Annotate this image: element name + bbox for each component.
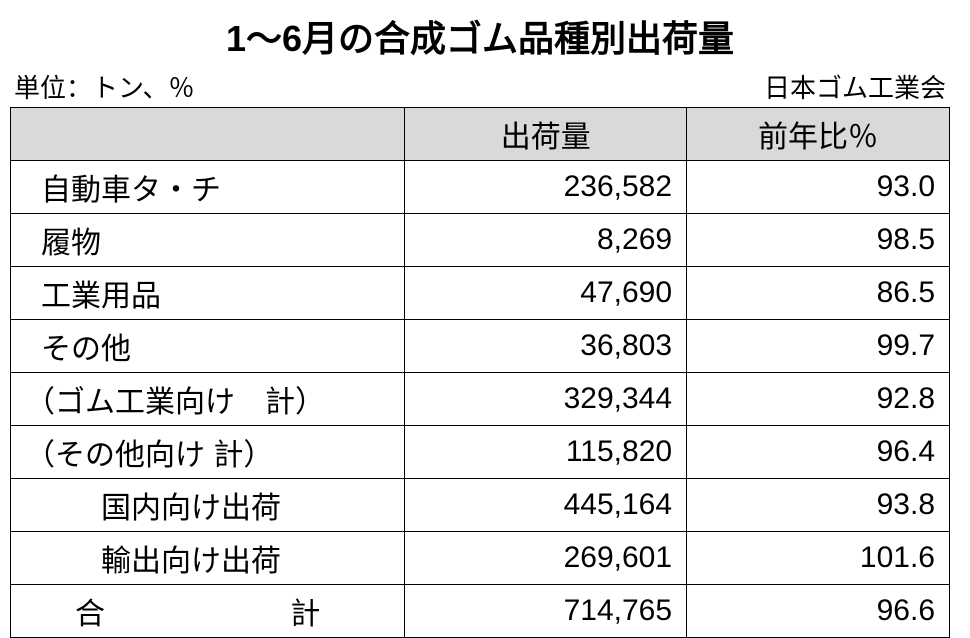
table-row: 国内向け出荷445,16493.8 <box>11 479 950 532</box>
col-header-yoy: 前年比％ <box>687 108 950 161</box>
row-yoy: 99.7 <box>687 320 950 373</box>
row-yoy: 96.4 <box>687 426 950 479</box>
row-yoy: 93.8 <box>687 479 950 532</box>
table-row: 履物8,26998.5 <box>11 214 950 267</box>
row-shipment: 236,582 <box>405 161 687 214</box>
row-label: 履物 <box>11 214 405 267</box>
shipment-table: 出荷量 前年比％ 自動車タ・チ236,58293.0履物8,26998.5工業用… <box>10 107 950 638</box>
page-title: 1～6月の合成ゴム品種別出荷量 <box>10 10 950 62</box>
col-header-blank <box>11 108 405 161</box>
row-label: （ゴム工業向け 計） <box>11 373 405 426</box>
row-shipment: 329,344 <box>405 373 687 426</box>
row-shipment: 8,269 <box>405 214 687 267</box>
row-label: 自動車タ・チ <box>11 161 405 214</box>
table-row: 輸出向け出荷269,601101.6 <box>11 532 950 585</box>
row-label: その他 <box>11 320 405 373</box>
row-label: （その他向け 計） <box>11 426 405 479</box>
col-header-shipment: 出荷量 <box>405 108 687 161</box>
total-label-b: 計 <box>290 589 320 633</box>
source-label: 日本ゴム工業会 <box>764 68 946 105</box>
row-shipment: 36,803 <box>405 320 687 373</box>
row-shipment: 47,690 <box>405 267 687 320</box>
row-yoy: 93.0 <box>687 161 950 214</box>
row-shipment: 115,820 <box>405 426 687 479</box>
row-yoy: 86.5 <box>687 267 950 320</box>
table-header-row: 出荷量 前年比％ <box>11 108 950 161</box>
row-yoy: 92.8 <box>687 373 950 426</box>
table-row: （ゴム工業向け 計）329,34492.8 <box>11 373 950 426</box>
meta-row: 単位：トン、％ 日本ゴム工業会 <box>10 68 950 105</box>
total-shipment: 714,765 <box>405 585 687 638</box>
row-label: 輸出向け出荷 <box>11 532 405 585</box>
table-row: 工業用品47,69086.5 <box>11 267 950 320</box>
total-label-a: 合 <box>75 589 105 633</box>
row-shipment: 269,601 <box>405 532 687 585</box>
row-yoy: 98.5 <box>687 214 950 267</box>
row-label: 工業用品 <box>11 267 405 320</box>
row-yoy: 101.6 <box>687 532 950 585</box>
table-row: その他36,80399.7 <box>11 320 950 373</box>
table-row: 自動車タ・チ236,58293.0 <box>11 161 950 214</box>
row-label: 国内向け出荷 <box>11 479 405 532</box>
table-row: （その他向け 計）115,82096.4 <box>11 426 950 479</box>
table-row-total: 合計714,76596.6 <box>11 585 950 638</box>
total-label: 合計 <box>11 585 405 638</box>
total-yoy: 96.6 <box>687 585 950 638</box>
row-shipment: 445,164 <box>405 479 687 532</box>
unit-label: 単位：トン、％ <box>14 68 194 105</box>
